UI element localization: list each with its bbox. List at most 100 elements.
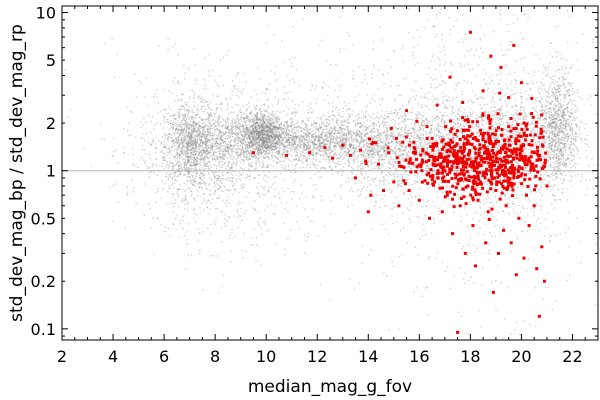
background-point bbox=[243, 120, 245, 123]
background-point bbox=[280, 142, 282, 144]
background-point bbox=[268, 129, 270, 131]
background-point bbox=[186, 170, 188, 173]
background-point bbox=[323, 139, 325, 141]
background-point bbox=[405, 179, 408, 181]
background-point bbox=[334, 125, 336, 128]
background-point bbox=[161, 136, 164, 138]
background-point bbox=[274, 133, 276, 135]
background-point bbox=[261, 143, 264, 145]
background-point bbox=[518, 118, 520, 120]
background-point bbox=[246, 147, 248, 149]
background-point bbox=[212, 153, 214, 155]
background-point bbox=[262, 126, 265, 128]
background-point bbox=[271, 131, 273, 133]
background-point bbox=[204, 181, 206, 184]
background-point bbox=[187, 145, 189, 147]
background-point bbox=[415, 131, 417, 133]
background-point bbox=[249, 137, 251, 139]
background-point bbox=[258, 139, 260, 142]
background-point bbox=[189, 120, 192, 122]
background-point bbox=[185, 122, 187, 124]
background-point bbox=[280, 134, 282, 136]
background-point bbox=[357, 155, 359, 157]
background-point bbox=[272, 132, 274, 134]
background-point bbox=[367, 114, 370, 116]
background-point bbox=[330, 138, 332, 140]
background-point bbox=[270, 113, 273, 116]
background-point bbox=[257, 150, 259, 153]
background-point bbox=[275, 148, 277, 150]
background-point bbox=[289, 147, 291, 149]
background-point bbox=[243, 118, 245, 120]
background-point bbox=[271, 156, 273, 159]
background-point bbox=[191, 115, 193, 118]
background-point bbox=[265, 123, 268, 125]
background-point bbox=[227, 132, 229, 134]
background-point bbox=[187, 159, 189, 161]
background-point bbox=[197, 105, 199, 107]
background-point bbox=[384, 155, 386, 157]
background-point bbox=[320, 135, 322, 137]
background-point bbox=[163, 159, 165, 161]
background-point bbox=[190, 137, 192, 140]
background-point bbox=[315, 136, 318, 138]
background-point bbox=[263, 142, 265, 144]
background-point bbox=[260, 119, 262, 122]
background-point bbox=[256, 131, 259, 133]
background-point bbox=[200, 151, 202, 153]
background-point bbox=[266, 141, 268, 144]
background-point bbox=[308, 144, 310, 146]
background-point bbox=[338, 144, 341, 147]
background-point bbox=[343, 133, 345, 135]
background-point bbox=[328, 156, 330, 159]
background-point bbox=[222, 150, 224, 152]
background-point bbox=[177, 111, 179, 114]
background-point bbox=[232, 132, 234, 135]
background-point bbox=[258, 144, 260, 146]
background-point bbox=[263, 110, 266, 112]
background-point bbox=[379, 134, 382, 136]
background-point bbox=[271, 154, 273, 156]
background-point bbox=[232, 133, 235, 135]
background-point bbox=[332, 151, 334, 153]
background-point bbox=[187, 160, 190, 163]
background-point bbox=[347, 122, 350, 124]
background-point bbox=[382, 122, 384, 124]
background-point bbox=[342, 148, 344, 150]
background-point bbox=[198, 121, 201, 123]
background-point bbox=[392, 118, 394, 120]
background-point bbox=[245, 144, 247, 146]
background-point bbox=[255, 140, 257, 142]
background-point bbox=[226, 144, 228, 146]
background-point bbox=[190, 164, 192, 166]
background-point bbox=[343, 151, 346, 153]
background-point bbox=[278, 134, 281, 136]
background-point bbox=[213, 164, 216, 166]
background-point bbox=[345, 139, 347, 141]
background-point bbox=[278, 140, 280, 142]
background-point bbox=[252, 139, 254, 141]
background-point bbox=[303, 136, 305, 138]
background-point bbox=[280, 136, 282, 139]
background-point bbox=[176, 142, 179, 144]
background-point bbox=[299, 146, 301, 149]
background-point bbox=[323, 149, 326, 152]
background-point bbox=[281, 134, 283, 136]
background-point bbox=[273, 122, 276, 124]
background-point bbox=[348, 132, 350, 134]
background-point bbox=[257, 133, 259, 135]
background-point bbox=[246, 137, 248, 139]
background-point bbox=[195, 169, 197, 171]
background-point bbox=[275, 144, 277, 147]
background-point bbox=[242, 138, 244, 141]
background-point bbox=[322, 155, 325, 157]
background-point bbox=[379, 132, 381, 134]
background-point bbox=[178, 167, 180, 170]
background-point bbox=[283, 130, 286, 132]
background-point bbox=[286, 127, 288, 130]
background-point bbox=[327, 155, 330, 157]
background-point bbox=[248, 137, 251, 139]
background-point bbox=[185, 166, 187, 169]
background-point bbox=[324, 150, 327, 152]
background-point bbox=[261, 147, 263, 149]
